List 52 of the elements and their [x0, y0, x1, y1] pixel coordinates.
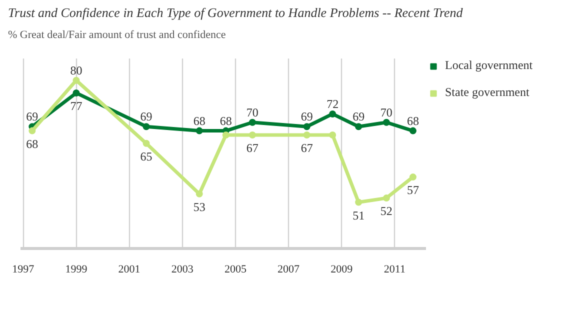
x-tick-label: 2007 — [278, 264, 300, 276]
point — [196, 190, 203, 198]
data-label: 67 — [246, 141, 258, 156]
data-label: 69 — [300, 110, 313, 124]
point — [303, 123, 310, 130]
legend-label: State government — [445, 85, 530, 100]
chart-title: Trust and Confidence in Each Type of Government to Handle Problems -- Recent Trend — [8, 4, 463, 22]
point — [196, 128, 203, 135]
point — [329, 132, 336, 139]
data-label: 57 — [406, 183, 419, 198]
data-label: 80 — [70, 64, 82, 78]
point — [142, 140, 150, 148]
point — [329, 110, 336, 118]
point — [382, 119, 390, 126]
x-tick-label: 2003 — [171, 264, 194, 276]
data-label: 65 — [140, 150, 152, 164]
x-tick-label: 2011 — [384, 264, 406, 276]
data-label: 52 — [380, 204, 392, 218]
point — [355, 123, 362, 130]
chart-subtitle: % Great deal/Fair amount of trust and confidence — [8, 28, 226, 43]
point — [409, 128, 416, 135]
data-label: 72 — [326, 97, 339, 112]
x-tick-label: 2009 — [330, 264, 354, 276]
data-label: 51 — [352, 208, 365, 223]
point — [382, 194, 390, 202]
data-label: 68 — [220, 114, 232, 128]
point — [303, 132, 310, 139]
data-label: 53 — [193, 200, 206, 214]
data-label: 69 — [352, 110, 365, 124]
data-label: 70 — [380, 106, 392, 120]
data-label: 68 — [26, 137, 38, 152]
legend-label: Local government — [445, 58, 533, 74]
point — [28, 128, 36, 135]
x-tick-label: 1997 — [12, 264, 35, 276]
point — [409, 174, 416, 181]
x-tick-label: 2005 — [224, 264, 247, 276]
data-label: 68 — [193, 114, 206, 128]
point — [355, 199, 362, 206]
data-label: 69 — [140, 110, 152, 124]
point — [72, 77, 80, 84]
point — [142, 123, 150, 130]
point — [72, 90, 80, 97]
point — [222, 132, 230, 139]
x-tick-label: 1999 — [65, 264, 88, 276]
point — [248, 119, 256, 126]
data-label: 67 — [300, 141, 313, 156]
data-label: 69 — [26, 110, 38, 124]
data-label: 68 — [406, 114, 419, 128]
x-tick-label: 2001 — [118, 264, 140, 276]
point — [248, 132, 256, 139]
data-label: 70 — [246, 106, 258, 120]
data-label: 77 — [70, 99, 82, 114]
